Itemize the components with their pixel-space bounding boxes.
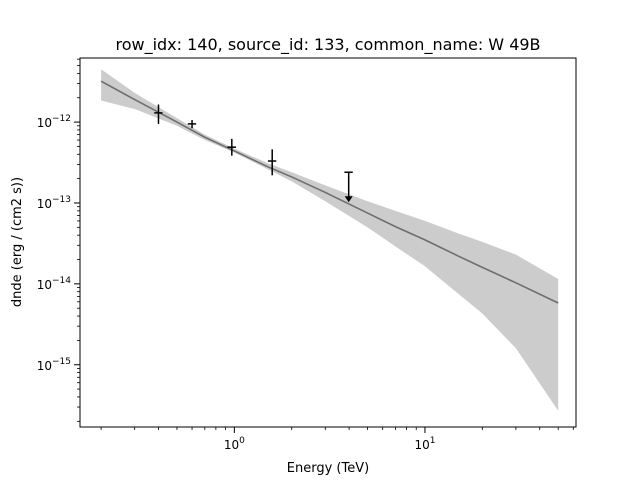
model-line-layer (100, 80, 559, 304)
y-tick-label: 10−14 (37, 276, 72, 292)
flux-point (154, 104, 163, 124)
chart-title: row_idx: 140, source_id: 133, common_nam… (115, 35, 540, 55)
plot-area (100, 69, 559, 411)
y-tick-label: 10−13 (37, 195, 71, 211)
flux-point (267, 149, 277, 176)
y-axis-label: dnde (erg / (cm2 s)) (10, 177, 25, 307)
confidence-band (101, 69, 559, 411)
upper-limit-arrow-icon (344, 196, 353, 203)
x-axis-ticks: 100 101 (100, 427, 574, 452)
flux-point (187, 120, 197, 129)
x-tick-label: 101 (414, 436, 435, 452)
axes-frame (79, 57, 577, 428)
x-tick-label: 100 (224, 436, 245, 452)
data-points-layer (154, 104, 353, 203)
x-axis-label: Energy (TeV) (287, 461, 369, 476)
flux-point (227, 138, 236, 156)
confidence-band-layer (101, 69, 559, 411)
y-tick-label: 10−15 (37, 357, 71, 373)
y-axis-ticks: 10−15 10−14 10−13 10−12 (37, 58, 80, 422)
y-tick-label: 10−12 (37, 114, 71, 130)
model-line (100, 80, 559, 304)
upper-limit-point (344, 171, 353, 203)
